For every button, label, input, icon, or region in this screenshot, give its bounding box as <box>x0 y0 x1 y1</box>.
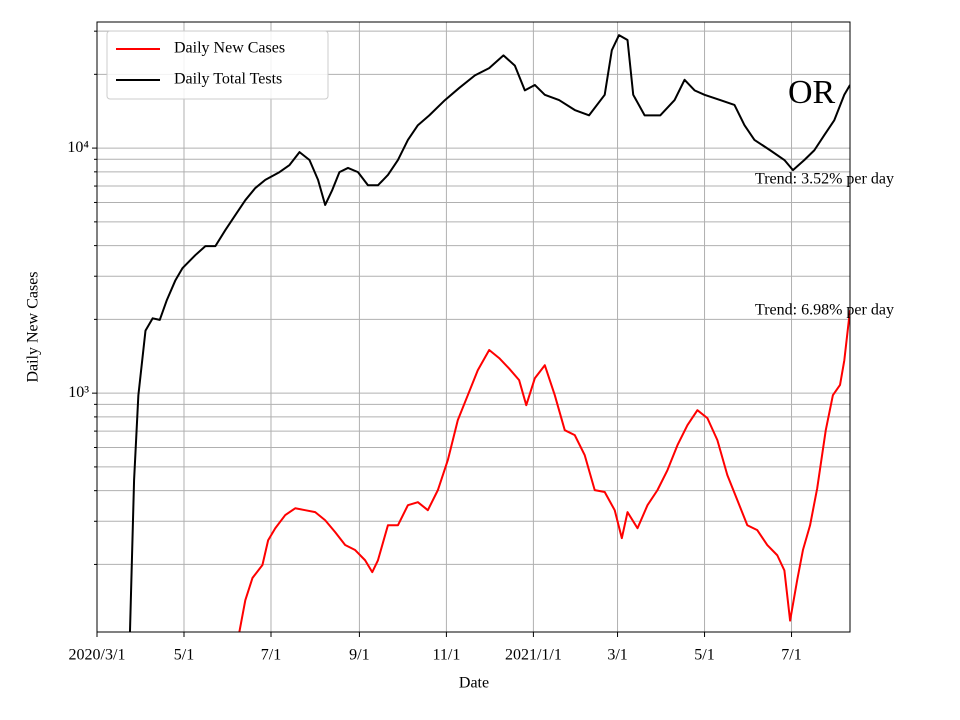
y-tick-label: 10⁴ <box>67 139 89 156</box>
trend-annotation: Trend: 3.52% per day <box>755 171 894 188</box>
region-label: OR <box>788 74 836 111</box>
x-tick-label: 7/1 <box>261 647 281 664</box>
y-axis-label: Daily New Cases <box>25 271 42 382</box>
x-axis-label: Date <box>459 675 489 692</box>
x-tick-label: 2021/1/1 <box>505 647 562 664</box>
legend: Daily New Cases Daily Total Tests <box>106 30 329 100</box>
trend-annotation: Trend: 6.98% per day <box>755 302 894 319</box>
x-tick-label: 3/1 <box>607 647 627 664</box>
plot-frame <box>96 21 851 633</box>
x-tick-label: 9/1 <box>349 647 369 664</box>
series-line <box>238 310 850 632</box>
x-tick-label: 5/1 <box>174 647 194 664</box>
legend-label: Daily New Cases <box>174 40 285 57</box>
legend-label: Daily Total Tests <box>174 71 282 88</box>
x-tick-label: 2020/3/1 <box>69 647 126 664</box>
x-tick-label: 7/1 <box>781 647 801 664</box>
y-tick-label: 10³ <box>68 384 89 401</box>
x-tick-label: 11/1 <box>432 647 460 664</box>
lines <box>128 34 850 632</box>
legend-box <box>106 30 329 100</box>
x-tick-label: 5/1 <box>694 647 714 664</box>
grid <box>96 22 850 632</box>
series-line <box>128 34 850 632</box>
